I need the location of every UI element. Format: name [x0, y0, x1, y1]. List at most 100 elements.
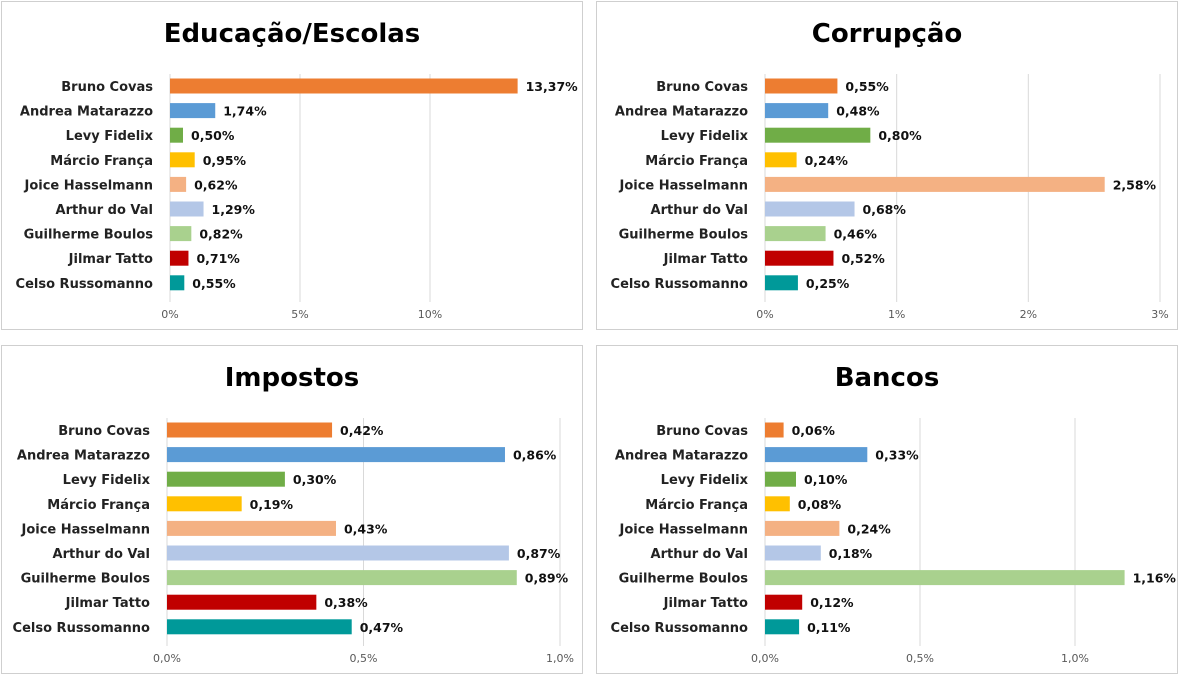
bar	[167, 422, 333, 438]
category-label: Márcio França	[47, 498, 150, 513]
data-label: 0,08%	[798, 497, 842, 512]
category-label: Andrea Matarazzo	[20, 105, 153, 120]
data-label: 1,16%	[1133, 571, 1177, 586]
category-label: Márcio França	[645, 154, 748, 169]
data-label: 0,42%	[340, 423, 384, 438]
data-label: 0,24%	[805, 153, 849, 168]
chart-svg: Corrupção 0% 1% 2% 3% Bruno Covas 0,55% Andrea …	[611, 19, 1169, 321]
category-label: Levy Fidelix	[661, 129, 749, 144]
category-label: Levy Fidelix	[66, 129, 154, 144]
x-tick-label: 0,0%	[751, 652, 779, 665]
x-tick-label: 3%	[1151, 308, 1168, 321]
data-label: 0,62%	[194, 177, 238, 192]
bar	[170, 78, 518, 94]
bar	[765, 250, 834, 266]
category-label: Celso Russomanno	[16, 277, 154, 292]
category-label: Jilmar Tatto	[663, 252, 748, 267]
bar	[167, 496, 242, 512]
bar	[765, 78, 838, 94]
x-tick-label: 5%	[291, 308, 308, 321]
bar	[170, 226, 192, 242]
chart-title: Educação/Escolas	[164, 19, 421, 49]
category-label: Bruno Covas	[61, 80, 153, 95]
x-tick-label: 1%	[888, 308, 905, 321]
bar	[167, 447, 505, 463]
bar	[765, 226, 826, 242]
bar	[167, 570, 517, 586]
data-label: 0,24%	[847, 521, 891, 536]
data-label: 0,86%	[513, 448, 557, 463]
category-label: Arthur do Val	[53, 547, 150, 562]
data-label: 0,55%	[192, 276, 236, 291]
bar	[765, 201, 855, 217]
bar	[170, 176, 187, 192]
data-label: 0,18%	[829, 546, 873, 561]
data-label: 0,38%	[324, 595, 368, 610]
chart-title: Bancos	[835, 363, 940, 393]
category-label: Márcio França	[50, 154, 153, 169]
category-label: Jilmar Tatto	[68, 252, 153, 267]
data-label: 0,52%	[841, 251, 885, 266]
category-label: Bruno Covas	[656, 80, 748, 95]
x-tick-label: 10%	[418, 308, 442, 321]
category-label: Guilherme Boulos	[619, 228, 749, 243]
x-tick-label: 0%	[756, 308, 773, 321]
bar	[167, 545, 509, 561]
data-label: 0,30%	[293, 472, 337, 487]
bar	[170, 275, 185, 291]
category-label: Andrea Matarazzo	[615, 449, 748, 464]
data-label: 0,89%	[525, 571, 569, 586]
bar	[170, 127, 183, 143]
data-label: 0,47%	[360, 620, 404, 635]
data-label: 0,87%	[517, 546, 561, 561]
chart-svg: Impostos 0,0% 0,5% 1,0% Bruno Covas 0,42% Andr…	[13, 363, 574, 665]
chart-svg: Educação/Escolas 0% 5% 10% Bruno Covas 13,37%…	[16, 19, 579, 321]
bar	[167, 520, 336, 536]
chart-impostos: Impostos 0,0% 0,5% 1,0% Bruno Covas 0,42% Andr…	[1, 345, 583, 674]
category-label: Arthur do Val	[651, 203, 748, 218]
data-label: 0,43%	[344, 521, 388, 536]
bar	[765, 520, 840, 536]
data-label: 13,37%	[526, 79, 579, 94]
category-label: Celso Russomanno	[611, 277, 749, 292]
bar	[765, 152, 797, 168]
category-label: Guilherme Boulos	[21, 572, 151, 587]
category-label: Andrea Matarazzo	[615, 105, 748, 120]
x-tick-label: 0,5%	[350, 652, 378, 665]
bar	[765, 545, 821, 561]
category-label: Levy Fidelix	[63, 473, 151, 488]
category-label: Celso Russomanno	[13, 621, 151, 636]
bar	[167, 594, 317, 610]
category-label: Arthur do Val	[651, 547, 748, 562]
bar	[170, 152, 195, 168]
data-label: 0,68%	[863, 202, 907, 217]
bar	[765, 619, 800, 635]
data-label: 0,11%	[807, 620, 851, 635]
bar	[765, 127, 871, 143]
data-label: 0,48%	[836, 104, 880, 119]
bar	[765, 176, 1105, 192]
category-label: Bruno Covas	[58, 424, 150, 439]
bar	[170, 250, 189, 266]
x-tick-label: 0,5%	[906, 652, 934, 665]
category-label: Joice Hasselmann	[618, 522, 748, 537]
category-label: Levy Fidelix	[661, 473, 749, 488]
category-label: Joice Hasselmann	[20, 522, 150, 537]
data-label: 0,82%	[199, 227, 243, 242]
x-tick-label: 1,0%	[546, 652, 574, 665]
x-tick-label: 0,0%	[153, 652, 181, 665]
category-label: Joice Hasselmann	[23, 178, 153, 193]
x-tick-label: 2%	[1020, 308, 1037, 321]
bar	[167, 471, 285, 487]
bar	[765, 471, 796, 487]
category-label: Arthur do Val	[56, 203, 153, 218]
bar	[765, 496, 790, 512]
category-label: Guilherme Boulos	[619, 572, 749, 587]
category-label: Andrea Matarazzo	[17, 449, 150, 464]
category-label: Jilmar Tatto	[65, 596, 150, 611]
data-label: 0,06%	[792, 423, 836, 438]
bar	[167, 619, 352, 635]
category-label: Joice Hasselmann	[618, 178, 748, 193]
chart-title: Impostos	[225, 363, 359, 393]
data-label: 0,33%	[875, 448, 919, 463]
